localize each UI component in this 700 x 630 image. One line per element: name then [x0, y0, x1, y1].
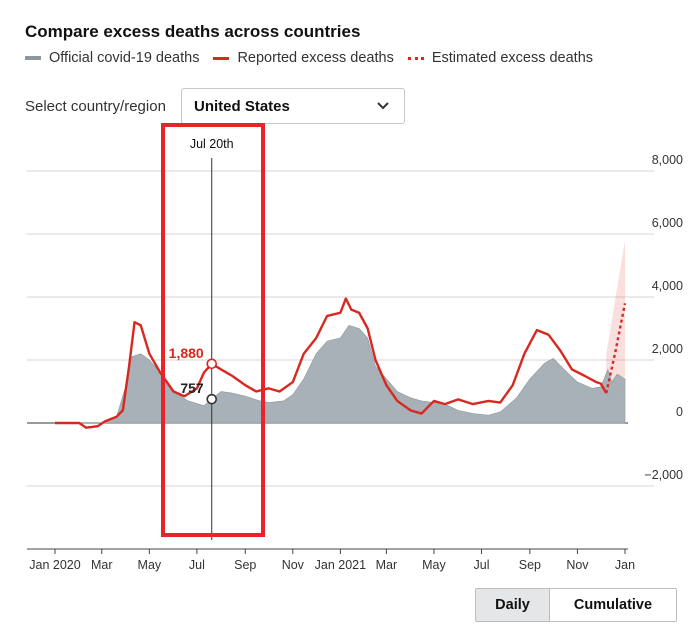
x-tick-label: Mar [376, 558, 398, 572]
hover-official-value: 757 [180, 380, 204, 396]
x-tick-label: Sep [234, 558, 256, 572]
y-tick-label: 0 [676, 405, 683, 419]
legend-estimated-swatch [407, 56, 424, 60]
hover-reported-value: 1,880 [169, 345, 204, 361]
axes: 8,000 6,000 4,000 2,000 0 −2,000 Jan 2020 Mar Ma… [27, 153, 683, 572]
x-tick-label: Jan 2021 [315, 558, 366, 572]
y-tick-label: 6,000 [652, 216, 683, 230]
x-tick-label: Jul [189, 558, 205, 572]
daily-button[interactable]: Daily [476, 589, 550, 621]
reported-excess-line [55, 297, 608, 429]
hover-tooltip: Jul 20th 1,880 757 [161, 123, 265, 540]
country-selector: Select country/region United States [25, 88, 405, 124]
y-tick-label: 8,000 [652, 153, 683, 167]
country-dropdown-value: United States [194, 97, 290, 115]
reported-excess-line-layer [55, 297, 627, 429]
chevron-down-icon [377, 102, 389, 110]
legend-reported-swatch [213, 56, 230, 60]
country-dropdown[interactable]: United States [181, 88, 405, 124]
legend-estimated: Estimated excess deaths [407, 50, 594, 66]
official-deaths-area-layer [55, 324, 626, 424]
legend-official-label: Official covid-19 deaths [49, 50, 200, 66]
y-tick-label: 4,000 [652, 279, 683, 293]
legend-official-swatch [25, 56, 41, 60]
legend-estimated-label: Estimated excess deaths [431, 50, 594, 66]
legend-reported: Reported excess deaths [213, 50, 394, 66]
x-tick-label: Jan [615, 558, 635, 572]
x-tick-label: Mar [91, 558, 113, 572]
x-tick-label: Nov [282, 558, 305, 572]
gridlines [27, 170, 654, 487]
y-tick-label: −2,000 [644, 468, 683, 482]
y-tick-label: 2,000 [652, 342, 683, 356]
legend-reported-label: Reported excess deaths [237, 50, 394, 66]
highlight-box [161, 123, 265, 537]
x-tick-label: Jan 2020 [29, 558, 80, 572]
x-tick-label: Jul [474, 558, 490, 572]
view-toggle: Daily Cumulative [475, 588, 677, 622]
hover-official-dot [206, 393, 218, 405]
legend-official: Official covid-19 deaths [25, 50, 199, 66]
x-tick-label: Nov [566, 558, 589, 572]
x-tick-label: May [422, 558, 446, 572]
chart-title: Compare excess deaths across countries [25, 22, 361, 41]
x-tick-label: May [138, 558, 162, 572]
country-selector-label: Select country/region [25, 97, 166, 115]
cumulative-button[interactable]: Cumulative [550, 589, 676, 621]
excess-deaths-chart[interactable]: 8,000 6,000 4,000 2,000 0 −2,000 Jan 2020 Mar Ma… [0, 0, 700, 590]
official-deaths-area [55, 324, 626, 424]
x-tick-label: Sep [519, 558, 541, 572]
legend: Official covid-19 deaths Reported excess… [25, 50, 607, 66]
hover-reported-dot [206, 358, 218, 370]
estimated-excess-line [605, 303, 627, 394]
hover-date-label: Jul 20th [190, 137, 234, 151]
